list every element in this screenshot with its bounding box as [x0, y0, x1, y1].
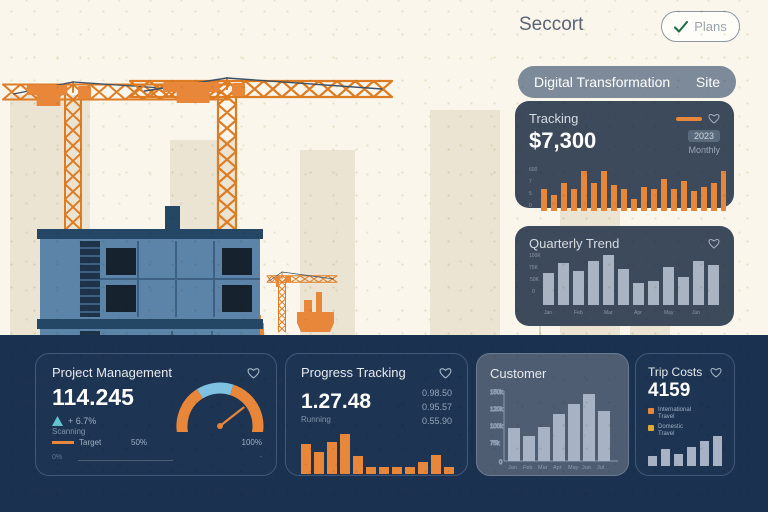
svg-text:100K: 100K: [529, 253, 541, 259]
svg-text:Jul: Jul: [597, 465, 604, 471]
svg-text:May: May: [568, 465, 579, 471]
svg-text:7: 7: [529, 179, 532, 185]
svg-text:May: May: [664, 310, 674, 316]
svg-text:Apr: Apr: [553, 465, 562, 471]
svg-text:600: 600: [529, 167, 538, 173]
svg-text:Jun: Jun: [692, 310, 700, 316]
svg-text:Feb: Feb: [574, 310, 583, 316]
svg-text:Mar: Mar: [604, 310, 613, 316]
svg-text:Jan: Jan: [508, 465, 517, 471]
svg-text:50K: 50K: [530, 277, 540, 283]
svg-text:0: 0: [532, 289, 535, 295]
svg-text:0: 0: [499, 460, 503, 466]
svg-text:Jun: Jun: [582, 465, 591, 471]
svg-text:120k: 120k: [490, 407, 504, 413]
svg-text:75k: 75k: [490, 441, 501, 447]
svg-text:5: 5: [529, 191, 532, 197]
svg-text:Feb: Feb: [523, 465, 532, 471]
svg-text:Apr: Apr: [634, 310, 642, 316]
svg-text:Jan: Jan: [544, 310, 552, 316]
svg-text:75K: 75K: [529, 265, 539, 271]
svg-text:Mar: Mar: [538, 465, 548, 471]
svg-text:150k: 150k: [490, 390, 504, 396]
svg-text:100k: 100k: [490, 424, 504, 430]
svg-text:0: 0: [529, 203, 532, 209]
